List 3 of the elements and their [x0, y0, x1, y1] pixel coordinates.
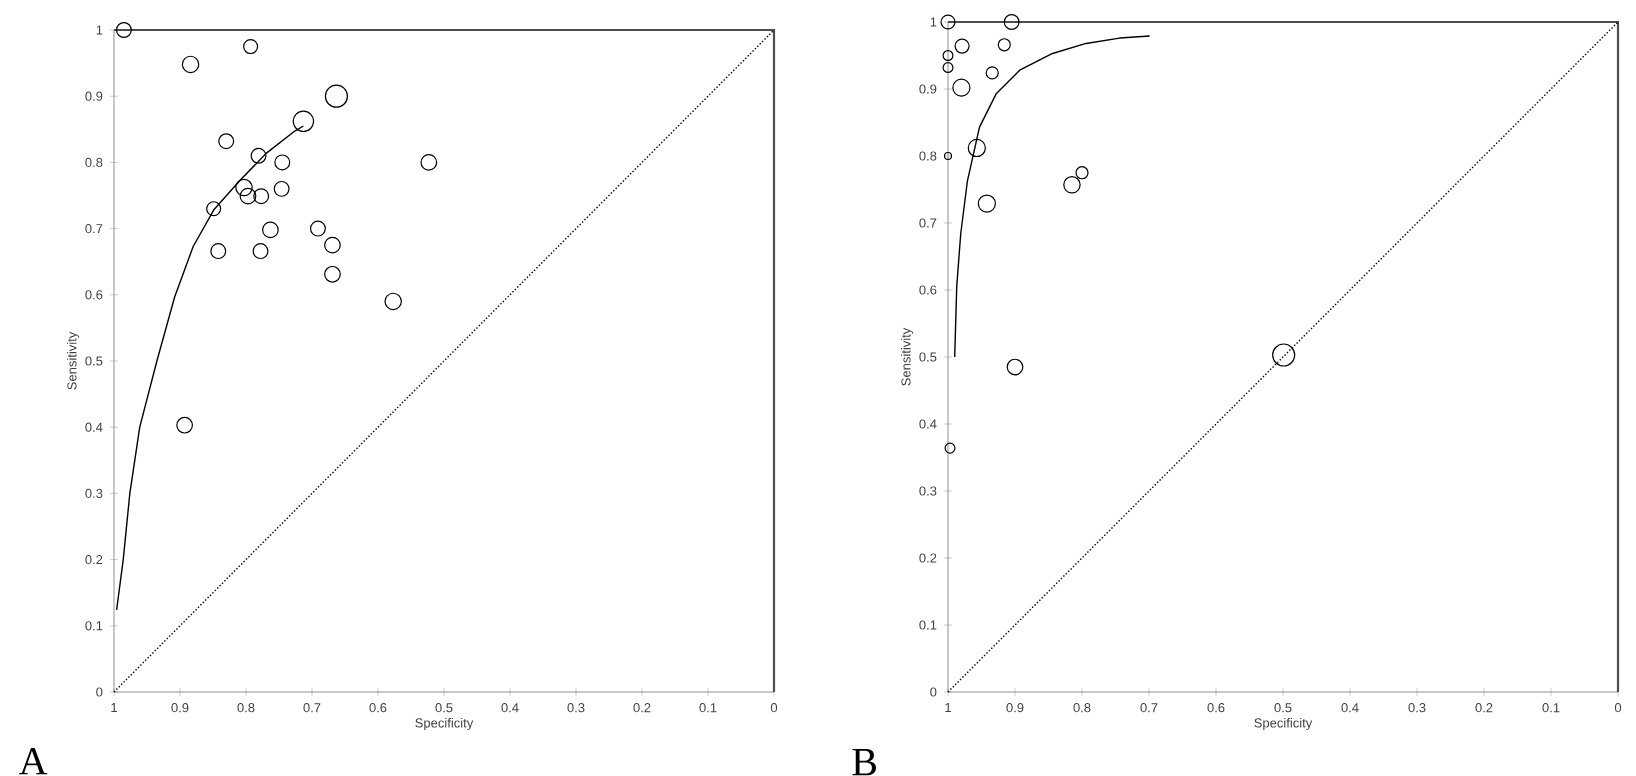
text: A [19, 747, 48, 775]
text: B [852, 749, 876, 776]
line-series [954, 35, 1151, 358]
